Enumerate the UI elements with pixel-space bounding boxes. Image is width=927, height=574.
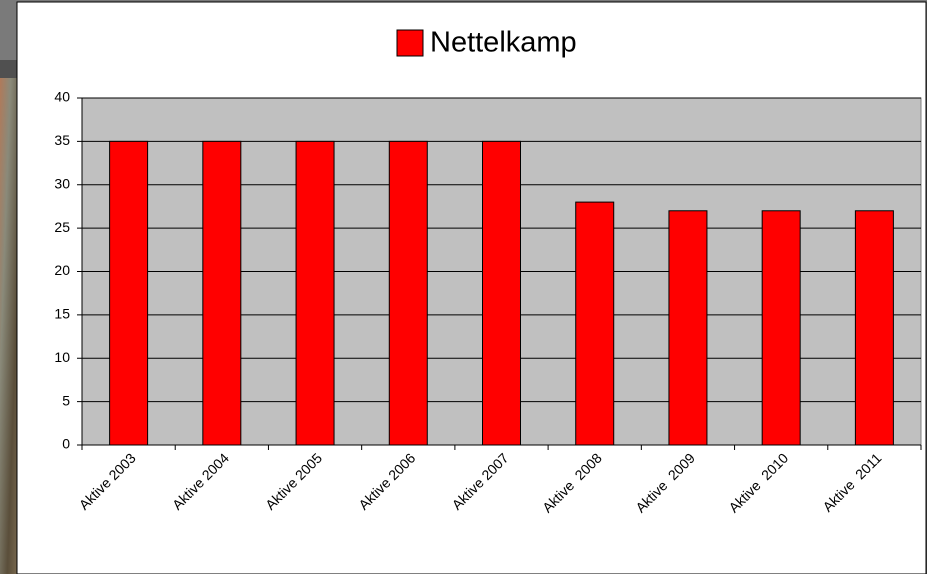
bar: [109, 140, 149, 446]
bar: [202, 140, 242, 446]
bar: [761, 210, 801, 446]
y-tick-label: 10: [54, 349, 70, 365]
y-tick-label: 30: [54, 175, 70, 191]
y-tick-label: 20: [54, 262, 70, 278]
bar: [482, 140, 521, 446]
legend-swatch: [396, 29, 424, 57]
photo: [0, 78, 18, 574]
bar: [854, 210, 894, 446]
y-tick-label: 25: [54, 219, 70, 235]
y-tick-label: 35: [54, 132, 70, 148]
y-tick-label: 5: [62, 392, 70, 408]
bar: [668, 210, 708, 446]
y-tick-label: 15: [54, 306, 70, 322]
legend-label: Nettelkamp: [430, 27, 577, 59]
y-tick-label: 0: [62, 436, 70, 452]
bar: [295, 140, 335, 446]
bar: [388, 140, 428, 446]
bar: [575, 201, 615, 446]
y-tick-label: 40: [54, 89, 70, 105]
